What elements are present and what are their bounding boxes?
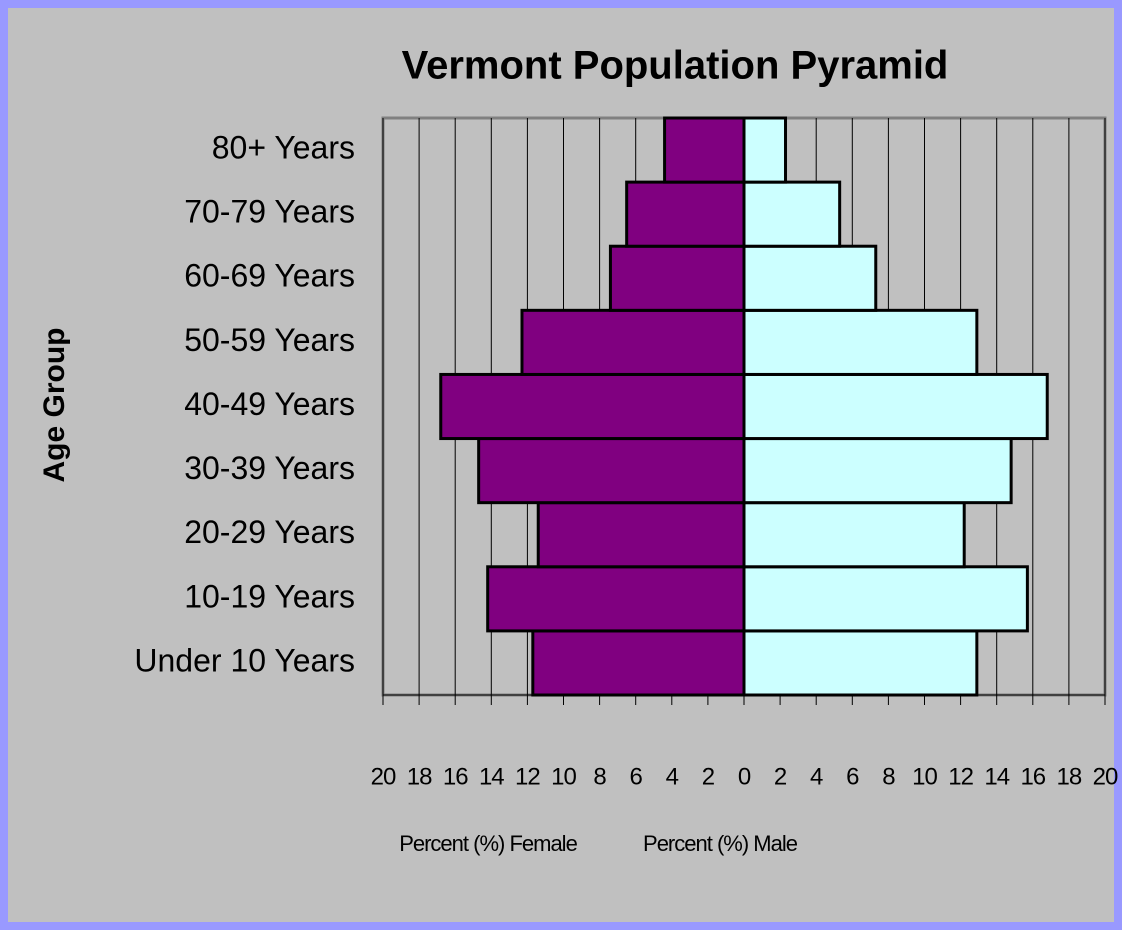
bar	[742, 116, 788, 184]
y-tick-label: 60-69 Years	[184, 258, 355, 294]
x-tick-label: 12	[948, 763, 973, 790]
y-tick-label: 80+ Years	[212, 130, 355, 166]
bar	[742, 308, 979, 376]
x-tick-label: 2	[702, 763, 715, 790]
x-tick-label: 16	[1020, 763, 1045, 790]
y-tick-label: 10-19 Years	[184, 578, 355, 614]
x-tick-label: 10	[551, 763, 576, 790]
bar	[742, 372, 1049, 441]
y-tick-label: 50-59 Years	[184, 322, 355, 358]
y-tick-label: 70-79 Years	[184, 194, 355, 230]
y-tick-label: 20-29 Years	[184, 514, 355, 550]
y-tick-label: Under 10 Years	[134, 642, 355, 678]
x-tick-label: 20	[371, 763, 396, 790]
bar	[520, 308, 746, 376]
bar	[608, 244, 746, 312]
x-tick-label: 8	[593, 763, 606, 790]
x-tick-label: 16	[443, 763, 468, 790]
x-axis-label: Percent (%) Male	[643, 831, 798, 856]
y-tick-label: 40-49 Years	[184, 386, 355, 422]
x-tick-label: 20	[1093, 763, 1118, 790]
x-tick-label: 4	[810, 763, 823, 790]
x-tick-label: 14	[479, 763, 504, 790]
bar	[742, 629, 979, 697]
bar	[742, 501, 966, 569]
x-tick-label: 12	[515, 763, 540, 790]
bar	[625, 180, 746, 248]
x-tick-label: 14	[984, 763, 1009, 790]
y-axis-label: Age Group	[38, 328, 71, 483]
bar	[477, 437, 746, 505]
y-tick-label: 30-39 Years	[184, 450, 355, 486]
x-tick-label: 18	[407, 763, 432, 790]
x-tick-label: 10	[912, 763, 937, 790]
bar	[742, 565, 1029, 633]
x-tick-label: 6	[630, 763, 643, 790]
bar	[439, 372, 746, 441]
x-tick-label: 6	[846, 763, 859, 790]
x-tick-label: 4	[666, 763, 679, 790]
bar	[663, 116, 746, 184]
bar	[742, 180, 842, 248]
x-tick-label: 2	[774, 763, 787, 790]
x-axis-label: Percent (%) Female	[399, 831, 577, 856]
bar	[742, 244, 878, 312]
bar	[742, 437, 1013, 505]
x-tick-label: 0	[738, 763, 751, 790]
bar	[536, 501, 746, 569]
x-tick-label: 18	[1057, 763, 1082, 790]
bar	[486, 565, 746, 633]
bar	[531, 629, 746, 697]
x-tick-label: 8	[882, 763, 895, 790]
chart-title: Vermont Population Pyramid	[402, 44, 949, 88]
